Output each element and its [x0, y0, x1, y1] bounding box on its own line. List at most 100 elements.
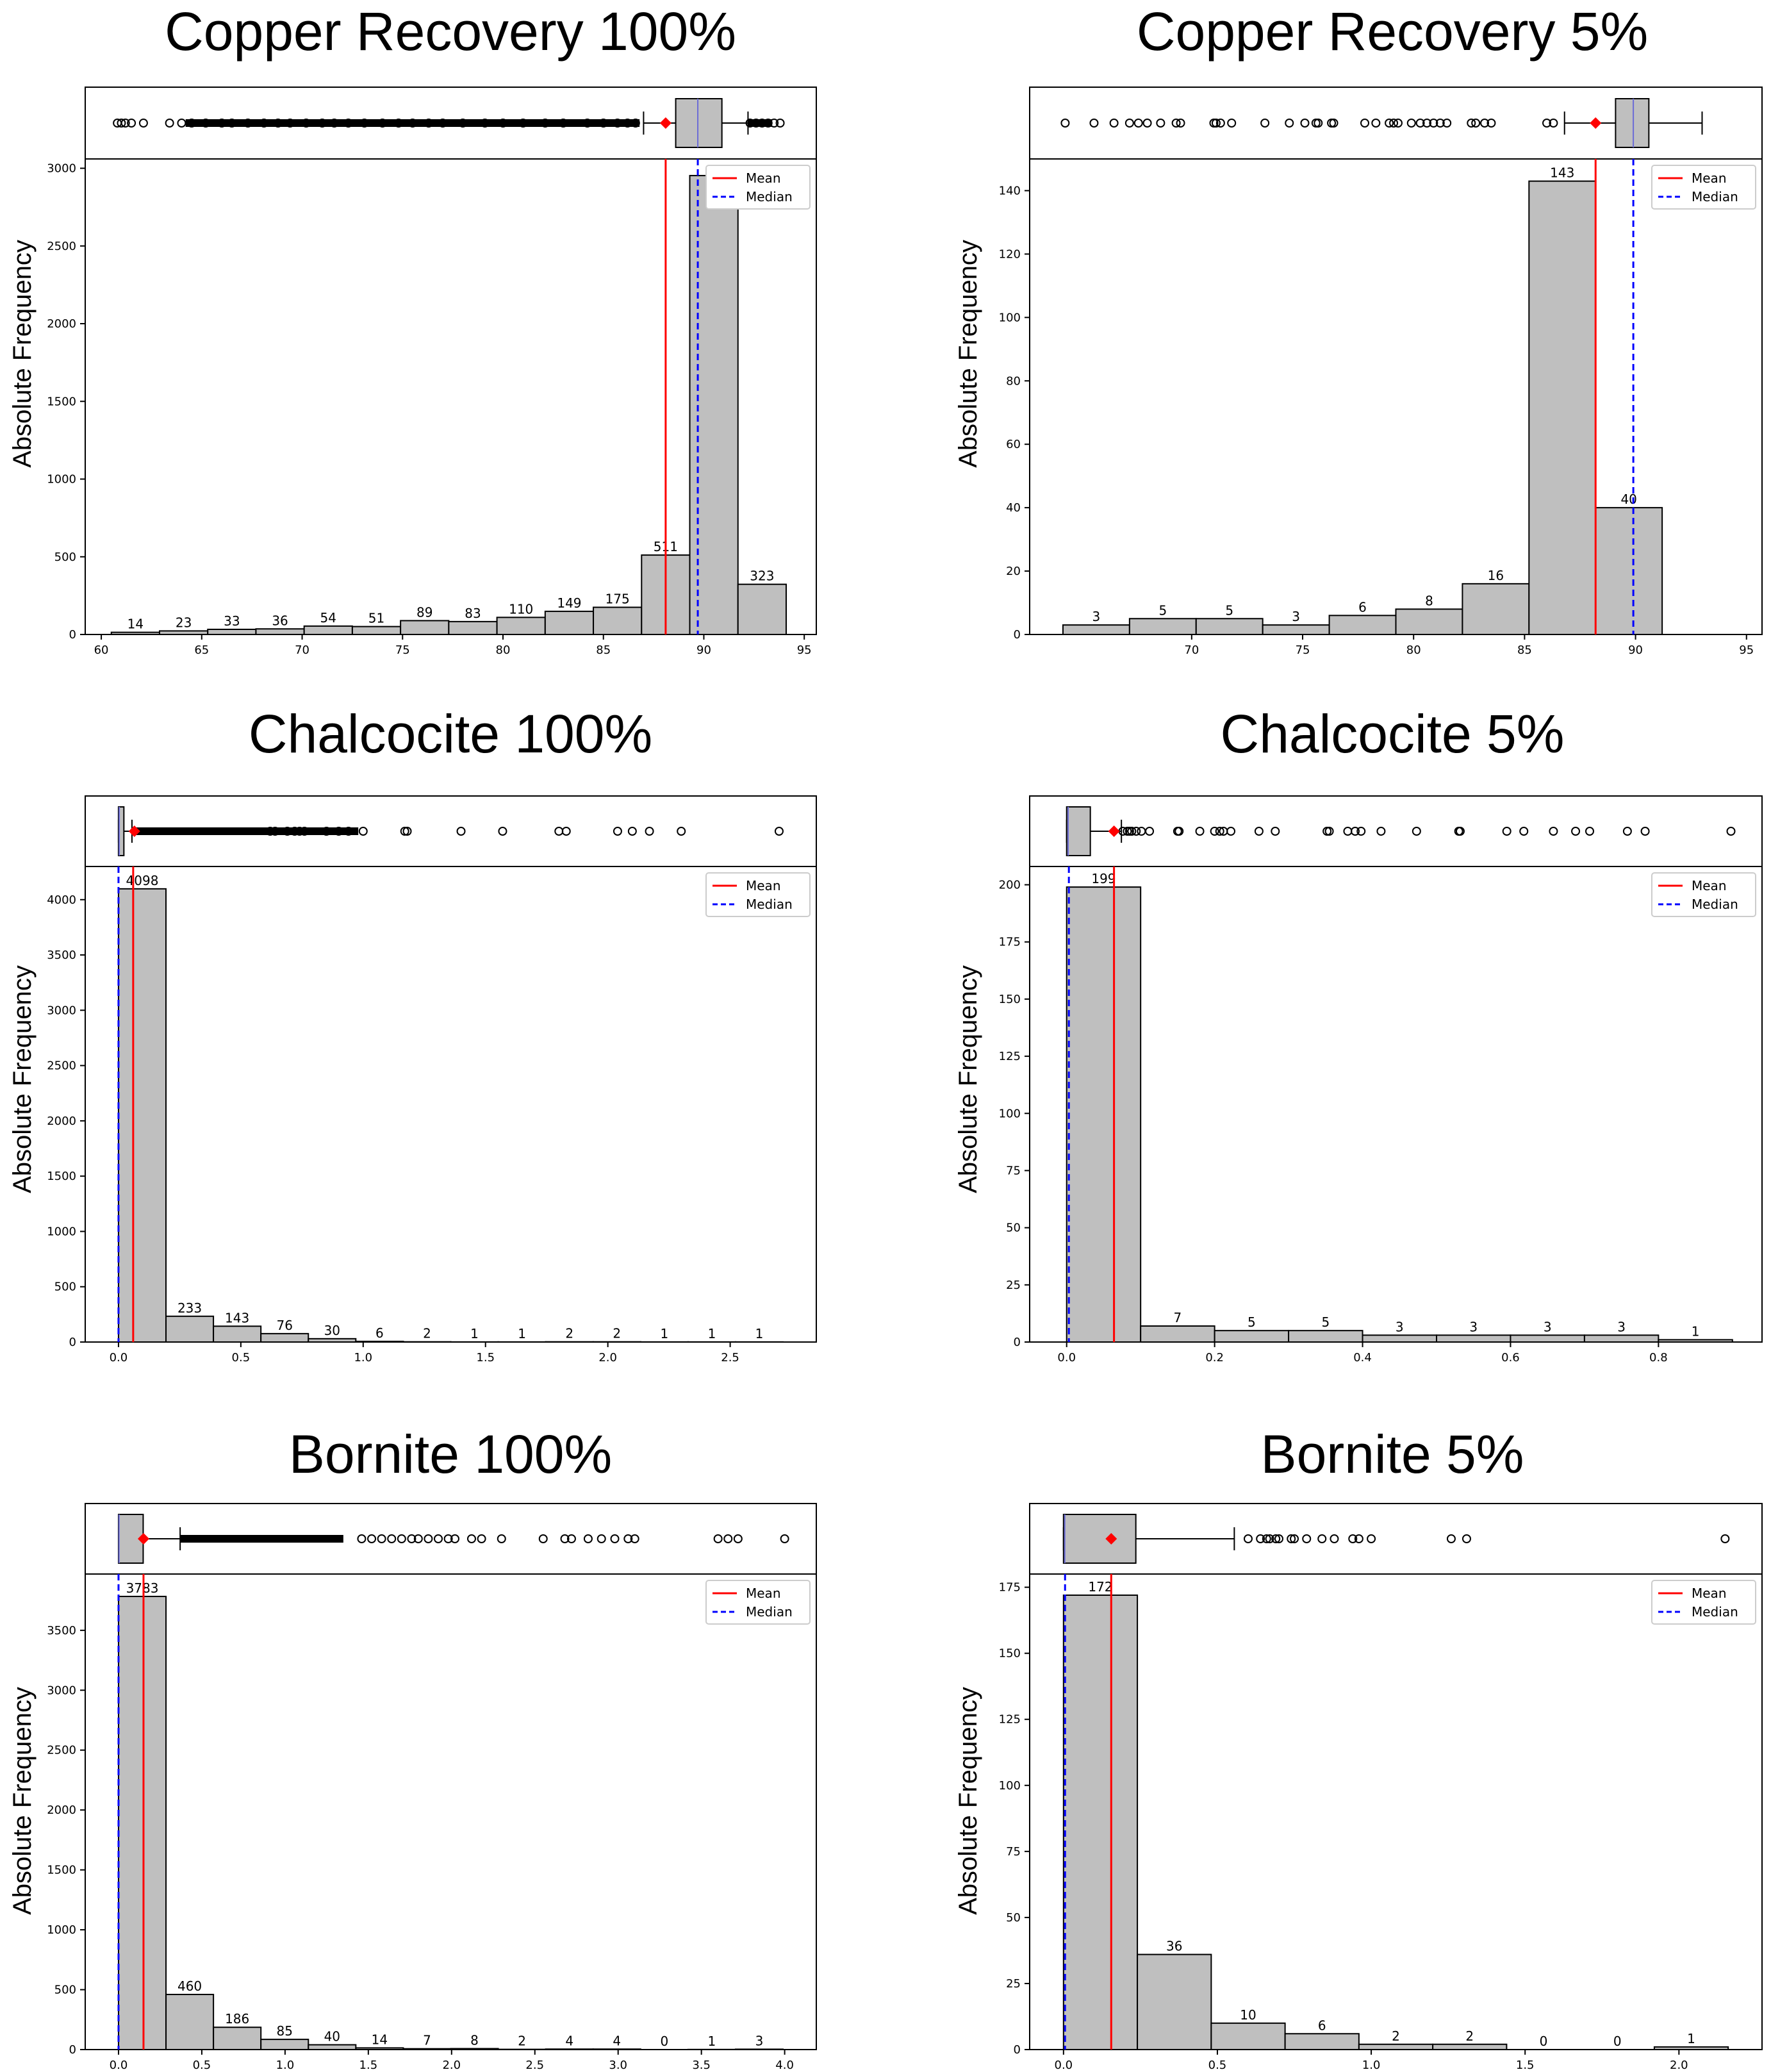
- x-tick-label: 1.0: [354, 1351, 372, 1364]
- x-tick-label: 70: [295, 643, 309, 657]
- bar-value-label: 1: [518, 1326, 526, 1341]
- bar-value-label: 2: [565, 1326, 573, 1341]
- outlier-point: [1354, 1534, 1363, 1543]
- histogram-bar: [1462, 583, 1530, 635]
- bar-value-label: 83: [465, 606, 481, 621]
- bar-value-label: 1: [708, 2034, 716, 2049]
- legend: Mean Median: [1651, 872, 1756, 917]
- outlier-point: [1210, 827, 1219, 836]
- outlier-point: [424, 119, 434, 128]
- histogram-bar: [400, 620, 450, 635]
- outlier-point: [1174, 827, 1184, 836]
- y-tick-label: 75: [1006, 1845, 1021, 1859]
- outlier-point: [559, 119, 568, 128]
- legend-box: [705, 1580, 811, 1625]
- outlier-point: [1422, 119, 1431, 128]
- outlier-point: [1176, 119, 1185, 128]
- legend-mean-label: Mean: [1692, 1586, 1727, 1601]
- chart-title: Copper Recovery 100%: [165, 1, 736, 62]
- outlier-point: [450, 1534, 459, 1543]
- x-tick-label: 95: [1739, 643, 1754, 657]
- outlier-point: [201, 119, 211, 128]
- outlier-point: [733, 1534, 743, 1543]
- bar-value-label: 233: [177, 1300, 202, 1316]
- x-tick-label: 90: [1628, 643, 1643, 657]
- x-tick-label: 2.0: [442, 2059, 461, 2072]
- outlier-point: [1415, 119, 1425, 128]
- outlier-point: [343, 827, 353, 836]
- outlier-point: [566, 1534, 576, 1543]
- x-tick-label: 0.0: [1055, 2059, 1073, 2072]
- y-tick-label: 0: [1014, 628, 1021, 642]
- outlier-point: [227, 119, 236, 128]
- outlier-point: [613, 119, 622, 128]
- bar-value-label: 54: [320, 610, 336, 626]
- outlier-point: [1226, 827, 1236, 836]
- outlier-point: [1171, 119, 1181, 128]
- outlier-point: [301, 119, 311, 128]
- bar-value-label: 1: [470, 1326, 479, 1341]
- histogram-bar: [1140, 1325, 1215, 1343]
- bar-value-label: 0: [660, 2034, 668, 2049]
- outlier-point: [1302, 1534, 1312, 1543]
- y-tick-label: 20: [1006, 565, 1021, 578]
- bar-value-label: 2: [1392, 2028, 1400, 2044]
- histogram-bar: [110, 631, 160, 635]
- x-tick-label: 80: [1406, 643, 1421, 657]
- histogram-bar: [117, 1595, 167, 2051]
- bar-value-label: 460: [177, 1978, 202, 1994]
- x-tick-label: 2.5: [525, 2059, 544, 2072]
- legend-box: [705, 872, 811, 917]
- box-mean-marker: [1590, 117, 1602, 129]
- x-tick-label: 65: [194, 643, 209, 657]
- legend: Mean Median: [705, 872, 811, 917]
- outlier-point: [751, 119, 761, 128]
- legend-median-label: Median: [746, 897, 793, 912]
- histogram-bar: [207, 628, 257, 636]
- outlier-point: [408, 119, 417, 128]
- histogram-bar: [255, 628, 305, 635]
- legend-box: [1651, 1580, 1756, 1625]
- chart-title: Chalcocite 100%: [249, 704, 652, 764]
- bar-value-label: 143: [225, 1310, 249, 1325]
- outlier-point: [1215, 827, 1224, 836]
- outlier-point: [780, 1534, 789, 1543]
- outlier-point: [265, 827, 275, 836]
- legend-box: [1651, 872, 1756, 917]
- plot-area: [85, 1573, 817, 2050]
- outlier-point: [359, 119, 369, 128]
- y-tick-label: 3000: [47, 162, 76, 176]
- y-tick-label: 200: [999, 879, 1021, 892]
- outlier-point: [1571, 827, 1581, 836]
- outlier-point: [1622, 827, 1632, 836]
- bar-value-label: 30: [324, 1323, 340, 1338]
- x-tick-label: 1.5: [476, 1351, 495, 1364]
- outlier-point: [187, 119, 197, 128]
- y-tick-label: 4000: [47, 893, 76, 907]
- chart-panel-5: Bornite 100% Absolute Frequency 3783 460 186…: [8, 1424, 817, 2072]
- y-tick-label: 500: [54, 551, 76, 564]
- legend: Mean Median: [1651, 1580, 1756, 1625]
- y-tick-label: 0: [1014, 2043, 1021, 2057]
- outlier-point: [560, 1534, 570, 1543]
- outlier-point: [1367, 1534, 1376, 1543]
- y-tick-label: 3000: [47, 1684, 76, 1697]
- x-tick-label: 85: [596, 643, 611, 657]
- outlier-point: [458, 119, 468, 128]
- histogram-bar: [1062, 1594, 1139, 2050]
- outlier-point: [1324, 827, 1334, 836]
- y-tick-label: 150: [999, 993, 1021, 1006]
- histogram-bar: [260, 1332, 309, 1343]
- legend-box: [1651, 165, 1756, 210]
- y-tick-label: 140: [999, 184, 1021, 197]
- outlier-point: [630, 1534, 639, 1543]
- outlier-point: [1455, 827, 1465, 836]
- chart-title: Bornite 5%: [1261, 1424, 1524, 1484]
- y-tick-label: 175: [999, 1581, 1021, 1595]
- y-tick-label: 500: [54, 1984, 76, 1997]
- histogram-bar: [1262, 624, 1330, 635]
- x-tick-label: 0.5: [1208, 2059, 1227, 2072]
